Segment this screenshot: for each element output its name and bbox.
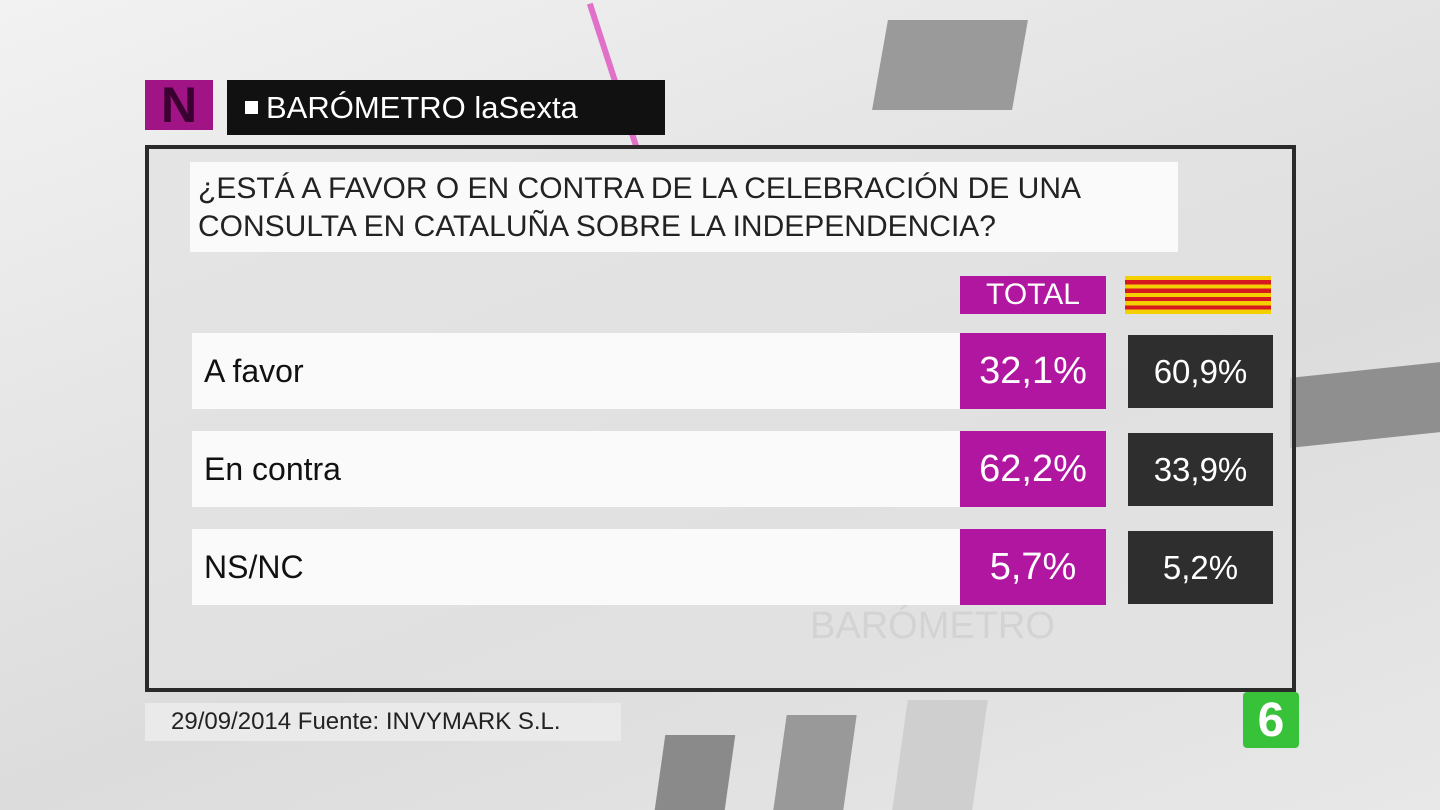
catalonia-value: 60,9% (1128, 335, 1273, 408)
bg-shape (773, 715, 857, 810)
catalonia-flag (1125, 276, 1271, 314)
channel-logo: 6 (1243, 692, 1299, 748)
total-value: 62,2% (960, 431, 1106, 507)
bg-shape (872, 20, 1028, 110)
question: ¿ESTÁ A FAVOR O EN CONTRA DE LA CELEBRAC… (190, 162, 1178, 252)
title: BARÓMETRO laSexta (266, 89, 578, 125)
catalonia-value: 5,2% (1128, 531, 1273, 604)
bg-shape (654, 735, 736, 810)
logo: N (145, 80, 213, 130)
row-label: NS/NC (192, 529, 960, 605)
watermark: BARÓMETRO (810, 605, 1055, 647)
row-label: A favor (192, 333, 960, 409)
catalonia-value: 33,9% (1128, 433, 1273, 506)
footer: 29/09/2014 Fuente: INVYMARK S.L. (145, 703, 621, 741)
total-value: 32,1% (960, 333, 1106, 409)
column-header: TOTAL (960, 276, 1106, 314)
bullet (245, 101, 258, 114)
total-value: 5,7% (960, 529, 1106, 605)
title-bar: BARÓMETRO laSexta (227, 80, 665, 135)
row-label: En contra (192, 431, 960, 507)
bg-shape (892, 700, 988, 810)
